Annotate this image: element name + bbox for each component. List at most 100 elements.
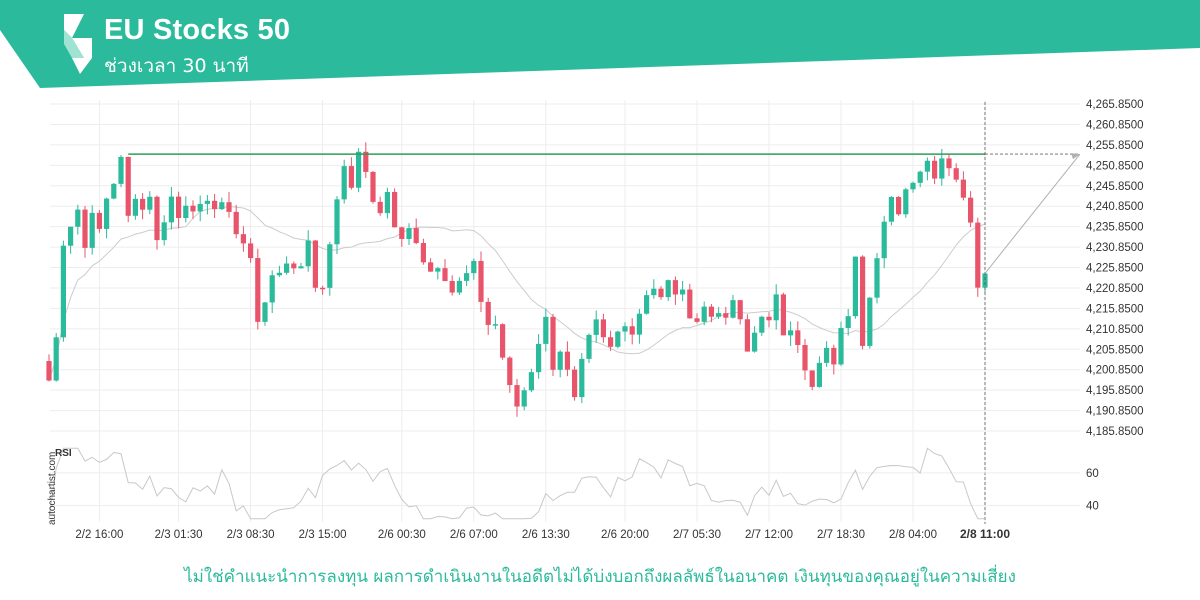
time-tick-label: 2/6 20:00	[601, 529, 649, 541]
candle-up	[298, 266, 304, 269]
price-axis: 4,265.8500 4,260.8500 4,255.8500 4,250.8500…	[1086, 99, 1144, 438]
instrument-title: EU Stocks 50	[104, 14, 291, 46]
candle-down	[176, 196, 182, 219]
candle-up	[104, 198, 110, 229]
candle-up	[867, 297, 873, 346]
candle-up	[924, 160, 930, 172]
candle-down	[320, 287, 326, 290]
candle-down	[896, 196, 902, 215]
candle-up	[161, 222, 167, 241]
candle-up	[341, 166, 347, 200]
candle-down	[413, 228, 419, 244]
candle-up	[816, 362, 822, 387]
candle-up	[471, 260, 477, 274]
watermark: autochartist.com	[47, 451, 58, 525]
candle-up	[536, 343, 542, 373]
candle-down	[428, 262, 434, 272]
candle-down	[968, 197, 974, 223]
price-tick-label: 4,240.8500	[1086, 201, 1144, 213]
candle-down	[255, 258, 261, 322]
candle-down	[694, 318, 700, 322]
candle-up	[305, 240, 311, 267]
candle-up	[219, 202, 225, 210]
candle-up	[53, 337, 59, 381]
candle-down	[190, 205, 196, 212]
candle-up	[435, 268, 441, 272]
candle-up	[132, 198, 138, 216]
candle-down	[975, 222, 981, 288]
candle-up	[651, 288, 657, 296]
candle-down	[233, 211, 239, 235]
forecast-arrow-line	[984, 153, 1081, 274]
candle-down	[507, 357, 513, 386]
rsi-panel: 60 40	[48, 447, 1099, 520]
candle-up	[89, 212, 95, 248]
time-tick-label: 2/7 12:00	[745, 529, 793, 541]
price-tick-label: 4,220.8500	[1086, 283, 1144, 295]
candle-up	[356, 151, 362, 188]
forecast-arrowhead	[1071, 153, 1080, 160]
candle-down	[392, 191, 398, 228]
candle-up	[262, 302, 268, 322]
time-tick-label: 2/6 07:00	[450, 529, 498, 541]
candle-down	[240, 234, 246, 244]
candle-down	[795, 330, 801, 345]
candle-down	[399, 227, 405, 239]
candle-down	[312, 240, 318, 288]
candle-down	[960, 179, 966, 198]
candle-down	[212, 200, 218, 210]
price-tick-label: 4,190.8500	[1086, 406, 1144, 418]
candle-up	[586, 334, 592, 359]
banner-shape	[0, 0, 1200, 88]
candle-up	[543, 316, 549, 344]
time-tick-label: 2/3 08:30	[227, 529, 275, 541]
time-tick-label: 2/3 15:00	[299, 529, 347, 541]
candle-up	[579, 358, 585, 398]
candle-down	[82, 209, 88, 248]
candle-up	[636, 313, 642, 335]
candle-up	[680, 289, 686, 295]
candle-up	[111, 183, 117, 199]
candle-up	[910, 182, 916, 190]
candle-up	[752, 332, 758, 352]
candle-down	[154, 196, 160, 241]
candle-up	[327, 244, 333, 288]
candle-up	[824, 347, 830, 363]
risk-disclaimer: ไม่ใช่คำแนะนำการลงทุน ผลการดำเนินงานในอด…	[184, 567, 1016, 587]
candle-up	[759, 316, 765, 333]
candle-down	[860, 256, 866, 346]
candle-down	[744, 319, 750, 352]
time-axis: 2/2 16:00 2/3 01:30 2/3 08:30 2/3 15:00 2/6 …	[75, 527, 1010, 541]
candle-down	[291, 263, 297, 269]
candle-up	[60, 245, 66, 338]
candle-up	[838, 327, 844, 365]
candle-up	[334, 199, 340, 245]
candle-down	[442, 268, 448, 281]
candle-up	[701, 306, 707, 322]
candle-up	[147, 196, 153, 210]
candle-down	[780, 294, 786, 336]
candle-down	[363, 151, 369, 172]
price-tick-label: 4,230.8500	[1086, 242, 1144, 254]
candle-down	[608, 337, 614, 347]
time-tick-label: 2/6 00:30	[378, 529, 426, 541]
candle-down	[125, 156, 131, 216]
candle-up	[788, 330, 794, 336]
time-tick-label: 2/8 11:00	[960, 527, 1010, 541]
candles-layer	[46, 142, 988, 417]
candle-down	[658, 288, 664, 298]
candle-up	[521, 390, 527, 407]
header-banner: EU Stocks 50 ช่วงเวลา 30 นาที	[0, 0, 1200, 90]
candle-down	[572, 369, 578, 398]
candle-up	[197, 203, 203, 212]
candle-down	[932, 160, 938, 179]
candle-up	[939, 158, 945, 179]
candle-up	[845, 316, 851, 328]
rsi-tick-label: 60	[1086, 468, 1099, 480]
rsi-label: RSI	[55, 448, 72, 459]
candle-up	[183, 205, 189, 219]
candle-down	[248, 243, 254, 259]
candle-down	[420, 243, 426, 263]
candle-down	[564, 351, 570, 370]
price-tick-label: 4,205.8500	[1086, 344, 1144, 356]
